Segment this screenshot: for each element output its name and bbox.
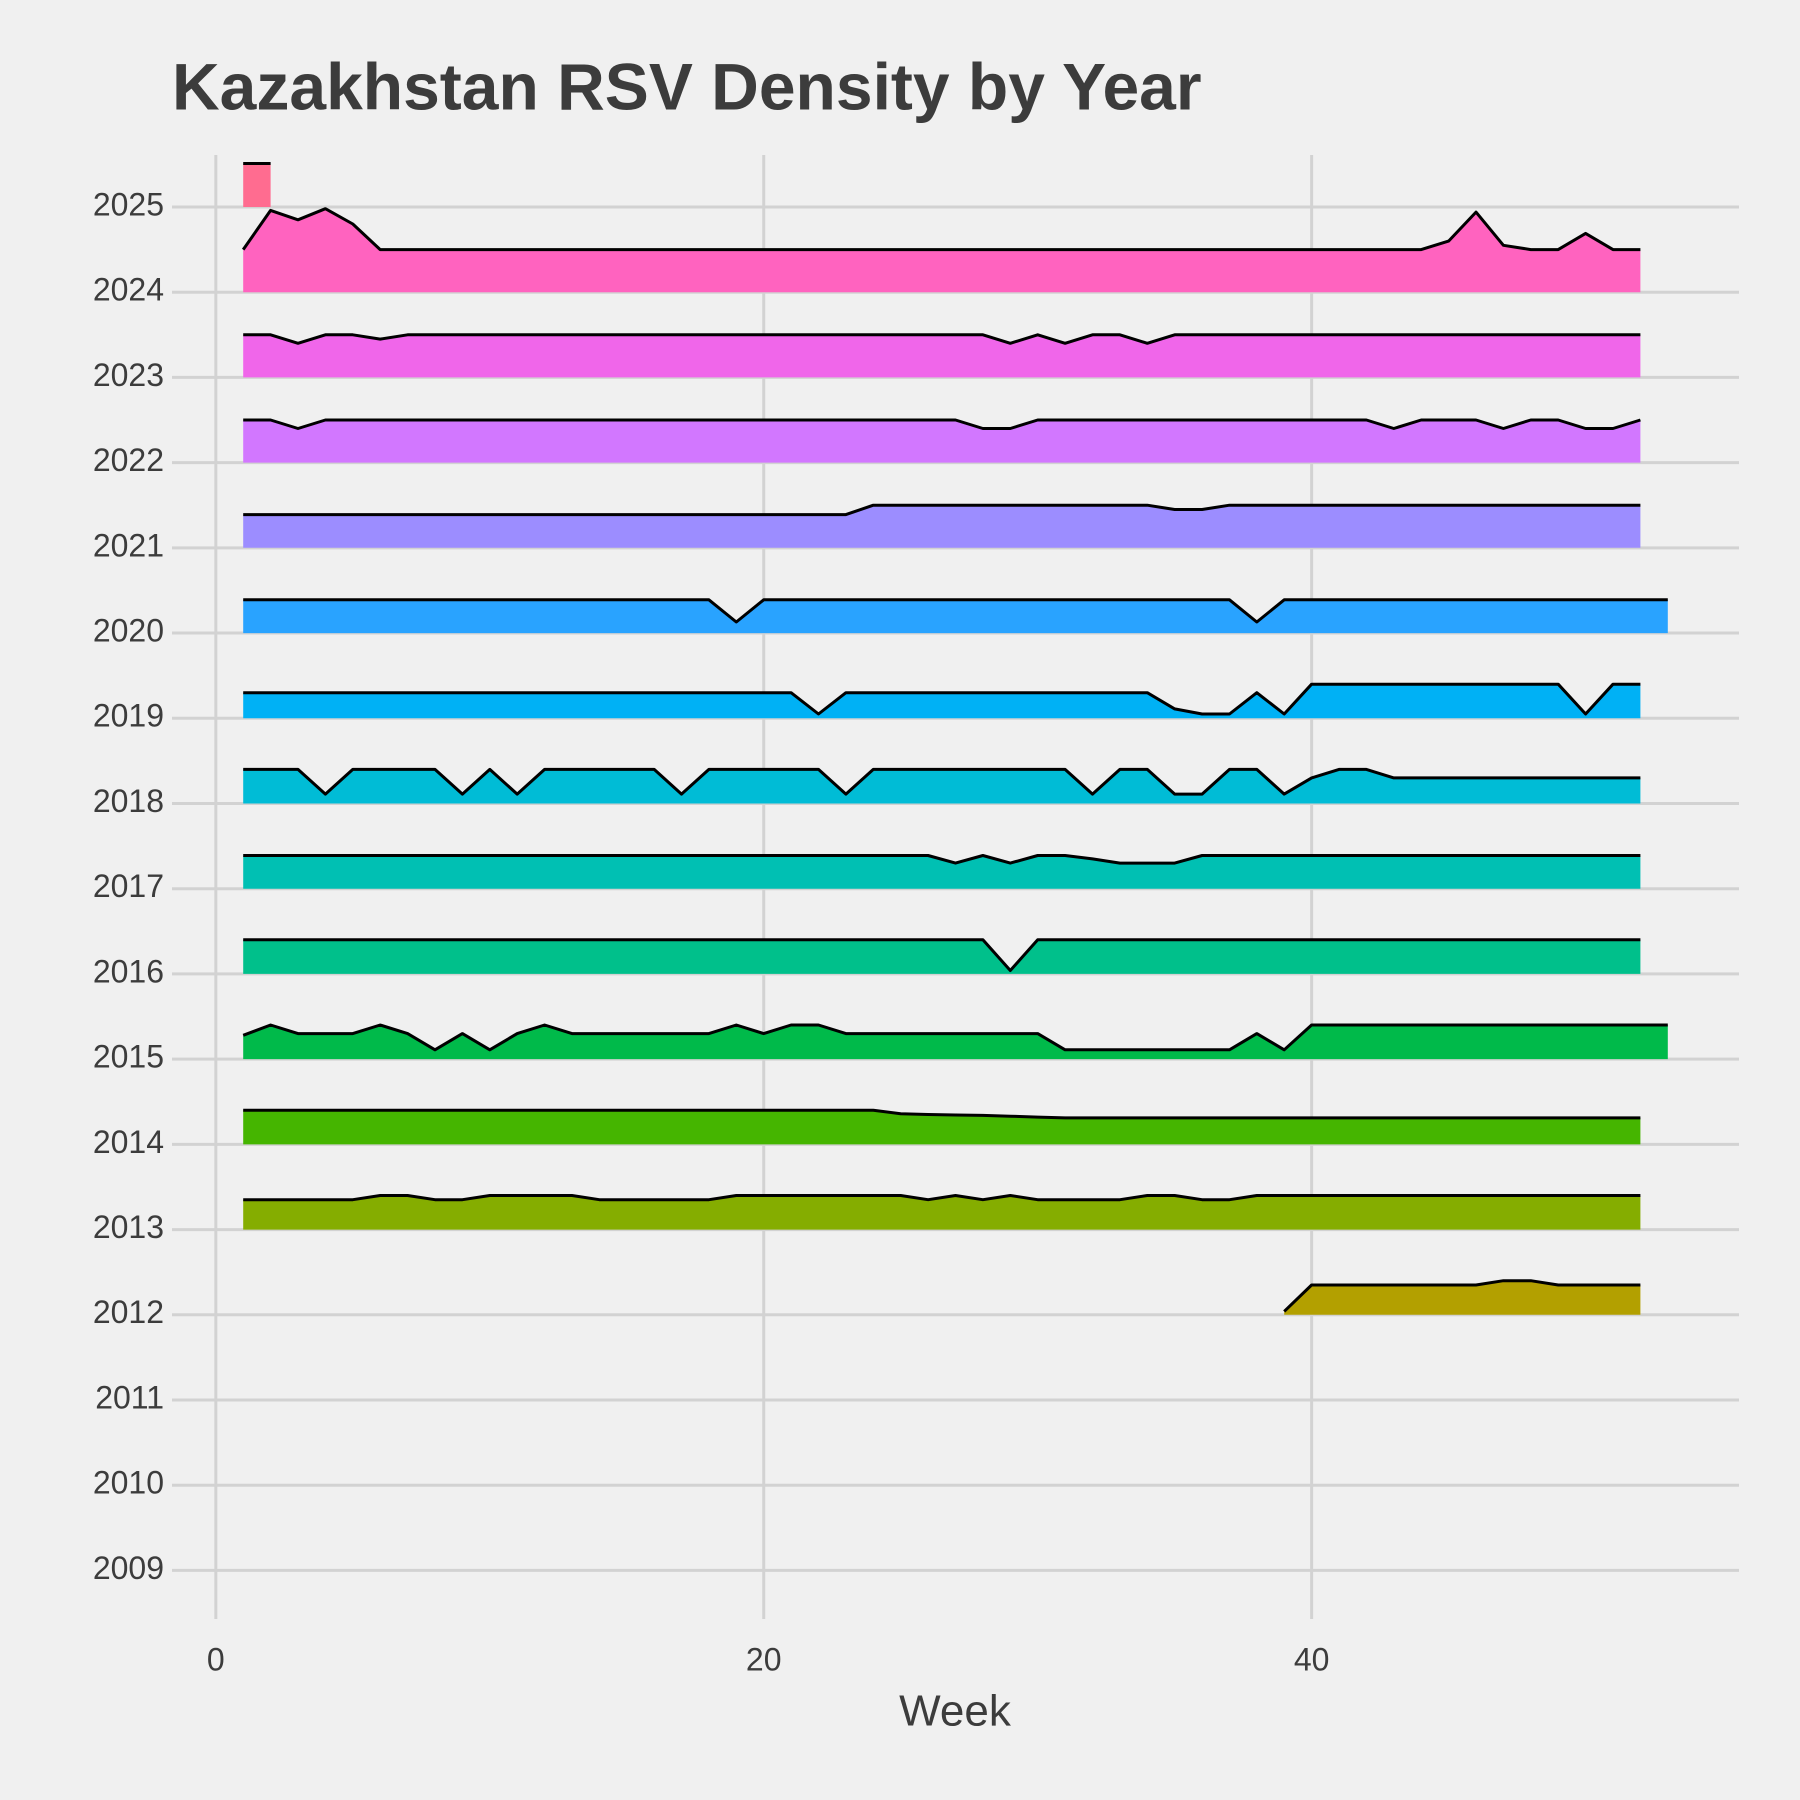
y-tick-label: 2012 bbox=[93, 1294, 164, 1330]
y-tick-label: 2022 bbox=[93, 442, 164, 478]
y-tick-label: 2015 bbox=[93, 1039, 164, 1075]
ridge-line bbox=[243, 854, 1641, 865]
ridge-line bbox=[243, 503, 1641, 517]
ridge-area bbox=[243, 420, 1641, 463]
y-tick-label: 2020 bbox=[93, 613, 164, 649]
ridge-line bbox=[243, 938, 1641, 972]
ridge-area bbox=[243, 1025, 1668, 1060]
y-tick-label: 2023 bbox=[93, 357, 164, 393]
ridge-line bbox=[1283, 1279, 1641, 1313]
ridge-area bbox=[1284, 1280, 1641, 1315]
ridge-line bbox=[242, 1023, 1668, 1052]
ridge-line bbox=[243, 1108, 1641, 1120]
ridge-line bbox=[243, 418, 1641, 430]
ridge-area bbox=[243, 163, 271, 207]
x-tick-label: 0 bbox=[207, 1641, 225, 1677]
y-tick-label: 2025 bbox=[93, 186, 164, 222]
y-tick-label: 2017 bbox=[93, 868, 164, 904]
x-axis-label: Week bbox=[899, 1687, 1012, 1736]
ridge-line bbox=[243, 682, 1641, 716]
y-tick-label: 2014 bbox=[93, 1124, 164, 1160]
ridge-line bbox=[241, 207, 1641, 252]
ridge-area bbox=[243, 939, 1641, 974]
ridge-line bbox=[243, 767, 1641, 796]
ridge-area bbox=[243, 684, 1641, 719]
x-tick-label: 20 bbox=[746, 1641, 782, 1677]
ridge-line bbox=[243, 598, 1668, 624]
ridge-area bbox=[243, 334, 1641, 378]
y-tick-label: 2009 bbox=[93, 1550, 164, 1586]
y-tick-label: 2010 bbox=[93, 1465, 164, 1501]
ridge-line bbox=[243, 333, 1641, 345]
y-tick-label: 2024 bbox=[93, 272, 164, 308]
y-tick-label: 2011 bbox=[95, 1379, 164, 1415]
ridge-area bbox=[243, 599, 1668, 634]
y-tick-label: 2021 bbox=[93, 527, 164, 563]
ridge-area bbox=[243, 855, 1641, 889]
y-tick-label: 2019 bbox=[93, 698, 164, 734]
ridge-area bbox=[243, 769, 1641, 804]
ridge-area bbox=[243, 505, 1641, 548]
ridge-area bbox=[243, 1195, 1641, 1230]
y-tick-label: 2013 bbox=[93, 1209, 164, 1245]
y-tick-label: 2016 bbox=[93, 953, 164, 989]
chart-title: Kazakhstan RSV Density by Year bbox=[172, 49, 1202, 123]
x-tick-label: 40 bbox=[1294, 1641, 1330, 1677]
ridge-line bbox=[243, 1194, 1641, 1202]
y-tick-label: 2018 bbox=[93, 783, 164, 819]
